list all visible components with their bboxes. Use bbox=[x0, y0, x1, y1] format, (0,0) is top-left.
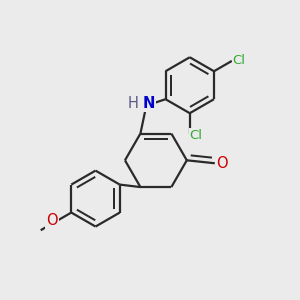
Text: O: O bbox=[46, 213, 58, 228]
Text: Cl: Cl bbox=[190, 129, 203, 142]
Text: N: N bbox=[142, 96, 155, 111]
Text: Cl: Cl bbox=[233, 53, 246, 67]
Text: H: H bbox=[128, 96, 139, 111]
Text: O: O bbox=[216, 156, 228, 171]
